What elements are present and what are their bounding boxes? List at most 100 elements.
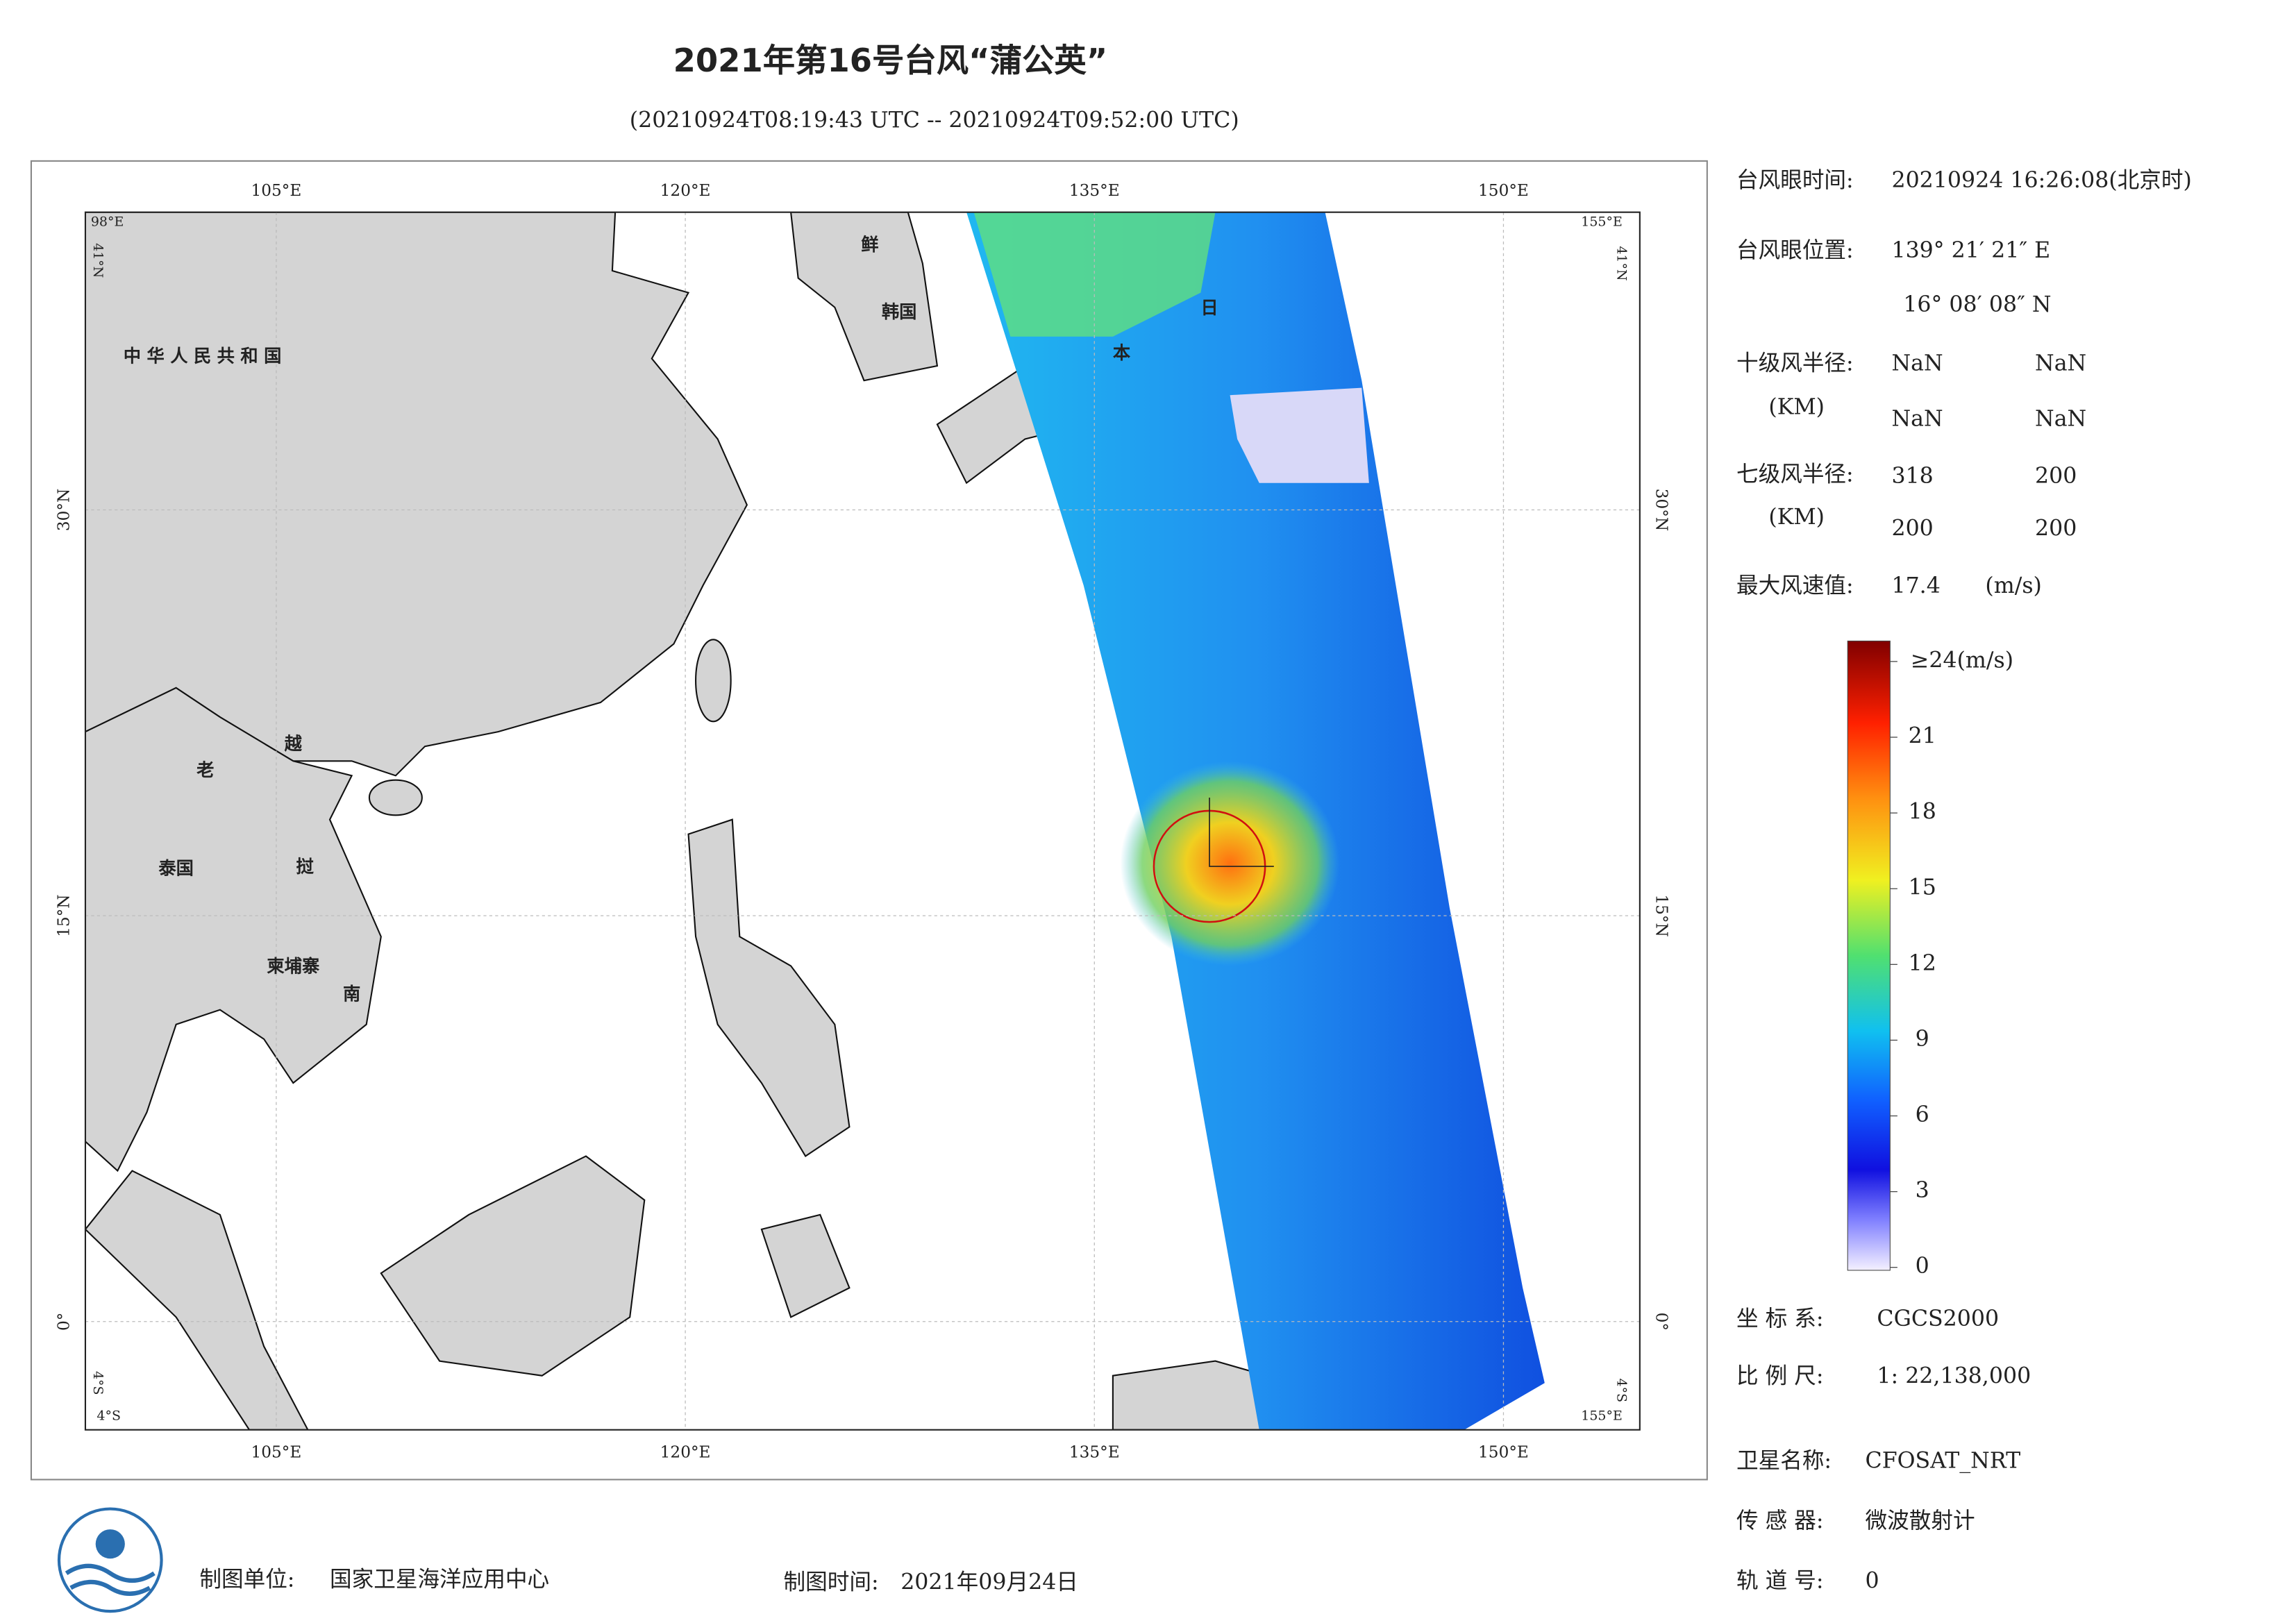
lon-tick-label: 120°E — [660, 1443, 711, 1461]
info-label: 轨 道 号: — [1736, 1568, 1824, 1593]
info-label: 坐 标 系: — [1736, 1306, 1824, 1331]
lon-tick-label: 150°E — [1478, 181, 1529, 200]
land — [368, 779, 423, 816]
info-value: NaN — [1891, 407, 1943, 432]
corner-label: 155°E — [1581, 214, 1623, 229]
swath-low-wind — [1230, 387, 1369, 483]
info-value: 微波散射计 — [1866, 1508, 1975, 1533]
footer-label: 制图时间: — [784, 1570, 879, 1595]
footer-label: 制图单位: — [199, 1567, 294, 1592]
info-value: 17.4 — [1891, 573, 1940, 598]
land — [790, 212, 939, 382]
info-value: 20210924 16:26:08(北京时) — [1891, 168, 2191, 193]
footer-value: 国家卫星海洋应用中心 — [330, 1567, 549, 1592]
info-label: 台风眼位置: — [1736, 238, 1854, 263]
land — [687, 818, 850, 1157]
lon-tick-label: 105°E — [251, 1443, 302, 1461]
logo-wave — [69, 1579, 151, 1596]
place-label: 韩国 — [882, 302, 917, 322]
place-label: 柬埔寨 — [267, 957, 320, 977]
place-label: 南 — [343, 984, 360, 1004]
swath-typhoon-core — [1120, 761, 1340, 966]
info-value: 318 — [1891, 464, 1933, 489]
lon-tick-label: 105°E — [251, 181, 302, 200]
lat-tick-label: 30°N — [54, 489, 73, 531]
logo — [57, 1507, 163, 1613]
land — [85, 1170, 309, 1430]
info-unit: (KM) — [1768, 395, 1825, 420]
land — [695, 639, 732, 723]
place-label: 本 — [1113, 343, 1131, 363]
colorbar — [1847, 640, 1891, 1271]
info-label: 比 例 尺: — [1736, 1363, 1824, 1388]
lon-tick-label: 135°E — [1069, 181, 1120, 200]
place-label: 鲜 — [861, 235, 878, 255]
lat-tick-label: 30°N — [1652, 489, 1670, 531]
info-value: CGCS2000 — [1877, 1306, 1999, 1331]
subtitle: (20210924T08:19:43 UTC -- 20210924T09:52… — [630, 108, 1239, 133]
place-label: 挝 — [296, 857, 315, 877]
place-label: 日 — [1200, 298, 1218, 318]
colorbar-tick-label: 18 — [1909, 800, 1936, 825]
logo-ring — [57, 1507, 163, 1613]
corner-label: 155°E — [1581, 1408, 1623, 1424]
lat-tick-label: 0° — [54, 1313, 73, 1331]
place-label: 泰国 — [158, 858, 194, 878]
logo-wave — [65, 1563, 156, 1583]
info-value: NaN — [1891, 351, 1943, 376]
info-label: 十级风半径: — [1736, 351, 1854, 376]
radius-quadrant — [1209, 797, 1274, 867]
info-value: 200 — [1891, 516, 1933, 541]
info-label: 最大风速值: — [1736, 573, 1854, 598]
place-label: 老 — [196, 760, 214, 780]
info-unit: (KM) — [1768, 505, 1825, 530]
corner-label: 4°S — [97, 1408, 121, 1424]
corner-label: 41°N — [1614, 246, 1629, 280]
info-value: 139° 21′ 21″ E — [1891, 238, 2050, 263]
colorbar-tick-label: 21 — [1909, 724, 1936, 749]
info-value: 0 — [1866, 1568, 1879, 1593]
colorbar-tick-label: 12 — [1909, 951, 1936, 976]
info-value: NaN — [2035, 351, 2086, 376]
lon-tick-label: 135°E — [1069, 1443, 1120, 1461]
info-value: NaN — [2035, 407, 2086, 432]
info-value: CFOSAT_NRT — [1866, 1449, 2021, 1474]
map-border — [84, 211, 1641, 1431]
colorbar-tick-label: 0 — [1916, 1254, 1929, 1279]
map — [85, 212, 1640, 1430]
colorbar-tick-label: 6 — [1916, 1102, 1929, 1127]
title: 2021年第16号台风“蒲公英” — [673, 42, 1108, 79]
land — [380, 1155, 646, 1377]
corner-label: 4°S — [90, 1371, 106, 1395]
land — [85, 687, 382, 1172]
place-label: 越 — [285, 734, 303, 754]
info-unit: (m/s) — [1985, 573, 2042, 598]
info-value: 16° 08′ 08″ N — [1903, 292, 2051, 317]
land — [760, 1213, 850, 1318]
lon-tick-label: 120°E — [660, 181, 711, 200]
info-label: 卫星名称: — [1736, 1449, 1832, 1474]
frame — [30, 160, 1708, 1481]
lon-tick-label: 150°E — [1478, 1443, 1529, 1461]
colorbar-tick-label: 9 — [1916, 1027, 1929, 1052]
corner-label: 4°S — [1614, 1379, 1629, 1403]
place-label: 中华人民共和国 — [124, 346, 287, 366]
colorbar-tick-label: 3 — [1916, 1178, 1929, 1203]
lat-tick-label: 15°N — [1652, 894, 1670, 936]
info-label: 传 感 器: — [1736, 1508, 1824, 1533]
info-label: 台风眼时间: — [1736, 168, 1854, 193]
footer-value: 2021年09月24日 — [900, 1570, 1078, 1595]
corner-label: 41°N — [90, 243, 106, 278]
lat-tick-label: 0° — [1652, 1313, 1670, 1331]
info-value: 200 — [2035, 464, 2077, 489]
swath-high-wind — [973, 212, 1216, 337]
info-value: 200 — [2035, 516, 2077, 541]
info-value: 1: 22,138,000 — [1877, 1363, 2031, 1388]
colorbar-tick-label: ≥24(m/s) — [1911, 648, 2013, 673]
info-label: 七级风半径: — [1736, 462, 1854, 487]
corner-label: 98°E — [91, 214, 124, 229]
colorbar-tick-label: 15 — [1909, 875, 1936, 900]
lat-tick-label: 15°N — [54, 894, 73, 936]
